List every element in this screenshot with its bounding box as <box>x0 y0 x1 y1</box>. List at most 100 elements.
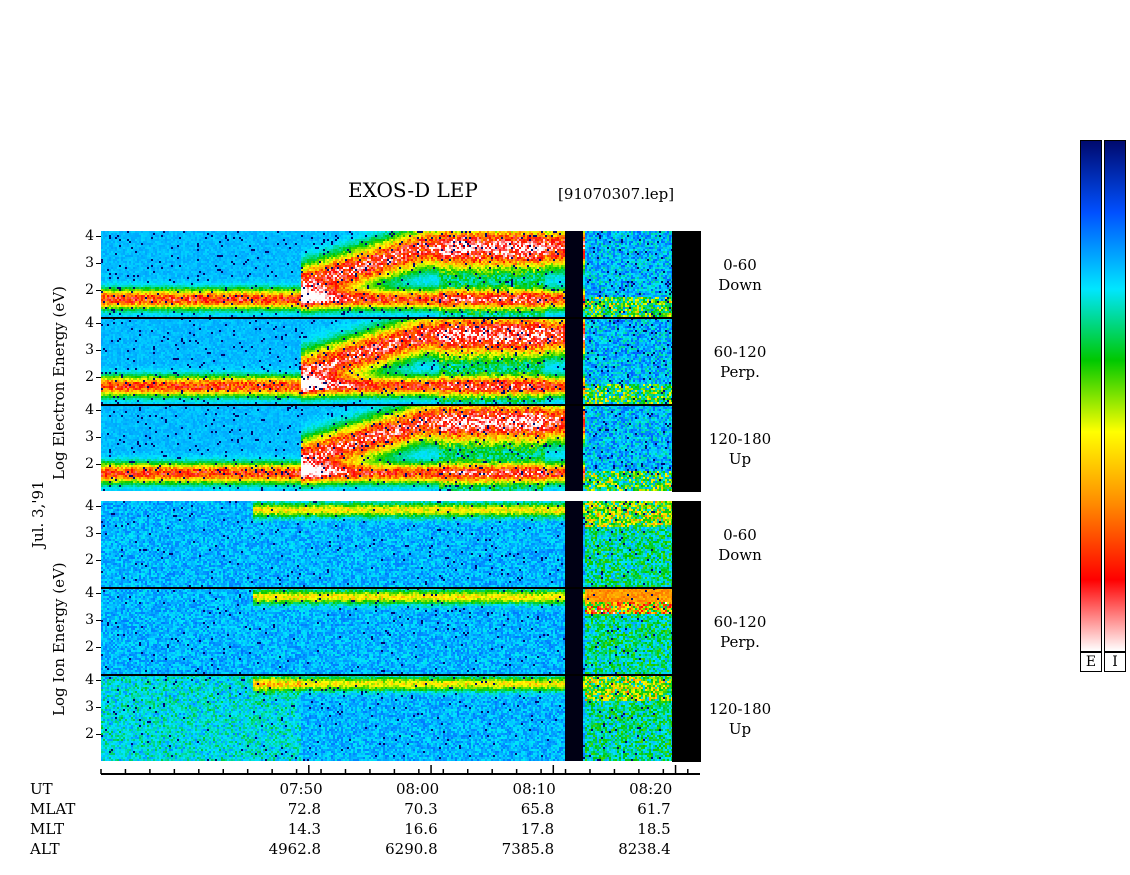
orbit-value: 07:50 <box>279 780 323 798</box>
file-label: [91070307.lep] <box>558 185 675 203</box>
no-data-strip <box>672 588 701 675</box>
panel-pitch-range: 120-180 <box>708 430 772 448</box>
colorbar-electron: E <box>1080 140 1102 672</box>
electron-y-axis-label: Log Electron Energy (eV) <box>50 286 68 480</box>
y-tick-label: 2 <box>85 726 94 743</box>
y-tick-label: 3 <box>85 342 94 359</box>
spectrogram-electron-up <box>101 405 672 491</box>
y-tick-mark <box>96 236 101 237</box>
ion-y-axis-label: Log Ion Energy (eV) <box>50 562 68 716</box>
panel-separator <box>101 674 701 676</box>
orbit-value: 16.6 <box>404 820 438 838</box>
orbit-row-label: UT <box>30 780 53 798</box>
panel-separator <box>101 317 701 319</box>
y-tick-label: 3 <box>85 525 94 542</box>
y-tick-label: 3 <box>85 255 94 272</box>
colorbar-ion: I <box>1104 140 1126 672</box>
y-tick-label: 2 <box>85 639 94 656</box>
no-data-strip <box>672 675 701 762</box>
y-tick-mark <box>96 464 101 465</box>
y-tick-mark <box>96 560 101 561</box>
orbit-value: 8238.4 <box>618 840 671 858</box>
panel-pitch-range: 0-60 <box>723 526 757 544</box>
no-data-strip <box>672 231 701 318</box>
y-tick-label: 4 <box>85 228 94 245</box>
y-tick-label: 4 <box>85 585 94 602</box>
y-tick-mark <box>96 263 101 264</box>
y-tick-mark <box>96 620 101 621</box>
no-data-strip <box>672 405 701 492</box>
spectrogram-electron-perp <box>101 318 672 404</box>
y-tick-label: 3 <box>85 429 94 446</box>
y-tick-mark <box>96 323 101 324</box>
orbit-value: 08:00 <box>396 780 440 798</box>
y-tick-label: 3 <box>85 612 94 629</box>
panel-label: 120-180 Up <box>700 429 780 469</box>
orbit-value: 4962.8 <box>268 840 322 858</box>
no-data-strip <box>672 501 701 588</box>
colorbar-electron-label: E <box>1080 652 1102 672</box>
y-tick-mark <box>96 647 101 648</box>
panel-separator <box>101 404 701 406</box>
spectrogram-ion-up <box>101 675 672 761</box>
y-tick-label: 4 <box>85 498 94 515</box>
orbit-value: 7385.8 <box>501 840 555 858</box>
panel-label: 0-60 Down <box>700 525 780 565</box>
orbit-value: 08:10 <box>512 780 556 798</box>
date-label: Jul. 3,'91 <box>29 480 47 548</box>
chart-title: EXOS-D LEP <box>348 178 478 202</box>
y-tick-label: 4 <box>85 402 94 419</box>
orbit-row-label: ALT <box>30 840 60 858</box>
y-tick-mark <box>96 437 101 438</box>
orbit-value: 72.8 <box>287 800 322 818</box>
panel-direction: Perp. <box>720 633 760 651</box>
panel-separator <box>101 587 701 589</box>
orbit-value: 70.3 <box>404 800 438 818</box>
y-tick-label: 4 <box>85 315 94 332</box>
panel-direction: Down <box>718 546 762 564</box>
y-tick-mark <box>96 680 101 681</box>
panel-direction: Up <box>728 720 752 738</box>
spectrogram-ion-down <box>101 501 672 587</box>
orbit-row-label: MLAT <box>30 800 76 818</box>
panel-pitch-range: 60-120 <box>713 613 767 631</box>
panel-direction: Perp. <box>720 363 760 381</box>
y-tick-label: 3 <box>85 699 94 716</box>
y-tick-mark <box>96 350 101 351</box>
orbit-value: 6290.8 <box>385 840 438 858</box>
orbit-value: 65.8 <box>520 800 555 818</box>
y-tick-mark <box>96 707 101 708</box>
y-tick-mark <box>96 410 101 411</box>
y-tick-mark <box>96 377 101 378</box>
y-tick-label: 2 <box>85 456 94 473</box>
spectrogram-ion-perp <box>101 588 672 674</box>
orbit-value: 17.8 <box>520 820 555 838</box>
orbit-value: 61.7 <box>637 800 671 818</box>
y-tick-label: 2 <box>85 369 94 386</box>
spectrogram-electron-down <box>101 231 672 317</box>
y-tick-mark <box>96 734 101 735</box>
y-tick-mark <box>96 506 101 507</box>
colorbar-ion-label: I <box>1104 652 1126 672</box>
y-tick-label: 2 <box>85 552 94 569</box>
no-data-strip <box>672 318 701 405</box>
orbit-value: 08:20 <box>629 780 673 798</box>
time-axis-ticks <box>100 765 689 774</box>
y-tick-label: 2 <box>85 282 94 299</box>
panel-label: 60-120 Perp. <box>700 342 780 382</box>
orbit-value: 18.5 <box>637 820 671 838</box>
y-tick-mark <box>96 290 101 291</box>
panel-direction: Down <box>718 276 762 294</box>
panel-pitch-range: 120-180 <box>708 700 772 718</box>
orbit-value: 14.3 <box>287 820 322 838</box>
y-tick-mark <box>96 593 101 594</box>
colorbar-ion-gradient <box>1104 140 1126 652</box>
panel-label: 60-120 Perp. <box>700 612 780 652</box>
panel-label: 0-60 Down <box>700 255 780 295</box>
panel-pitch-range: 60-120 <box>713 343 767 361</box>
y-tick-label: 4 <box>85 672 94 689</box>
panel-pitch-range: 0-60 <box>723 256 757 274</box>
colorbar-electron-gradient <box>1080 140 1102 652</box>
y-tick-mark <box>96 533 101 534</box>
time-axis <box>100 765 700 775</box>
